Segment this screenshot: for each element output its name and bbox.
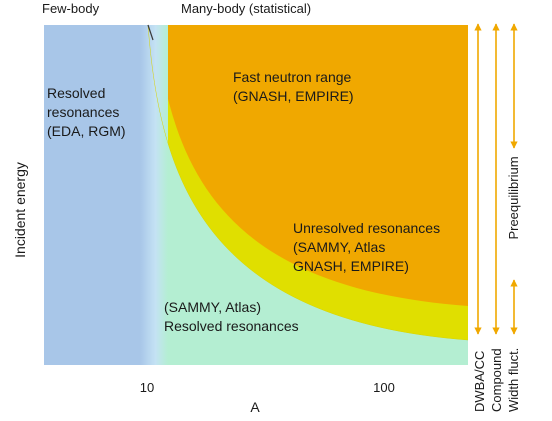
few-body-region <box>44 25 144 365</box>
dwba-label: DWBA/CC <box>472 351 487 412</box>
resolved-left-line: Resolved <box>47 85 105 101</box>
resolved-left-line: (EDA, RGM) <box>47 123 126 139</box>
x-axis-label: A <box>250 399 260 415</box>
many-body-label: Many-body (statistical) <box>181 1 311 16</box>
fast-neutron-line: Fast neutron range <box>233 69 352 85</box>
width-fluct-label: Width fluct. <box>506 348 521 412</box>
unresolved-line: GNASH, EMPIRE) <box>293 258 409 274</box>
resolved-right-line: (SAMMY, Atlas) <box>164 299 261 315</box>
resolved-right-line: Resolved resonances <box>164 318 299 334</box>
side-arrows <box>474 23 518 335</box>
unresolved-line: (SAMMY, Atlas <box>293 239 385 255</box>
separator-line <box>147 24 154 41</box>
unresolved-line: Unresolved resonances <box>293 220 440 236</box>
transition-gradient <box>140 25 168 365</box>
compound-label: Compound <box>489 348 504 412</box>
few-body-label: Few-body <box>42 1 100 16</box>
x-tick-label: 10 <box>140 380 154 395</box>
preequilibrium-label: Preequilibrium <box>506 156 521 239</box>
fast-neutron-region <box>155 25 468 306</box>
y-axis-label: Incident energy <box>12 162 28 258</box>
plot-area <box>44 24 469 365</box>
resolved-left-line: resonances <box>47 104 119 120</box>
x-tick-label: 100 <box>373 380 395 395</box>
band-overlay-edge <box>147 24 469 341</box>
fast-neutron-line: (GNASH, EMPIRE) <box>233 88 354 104</box>
